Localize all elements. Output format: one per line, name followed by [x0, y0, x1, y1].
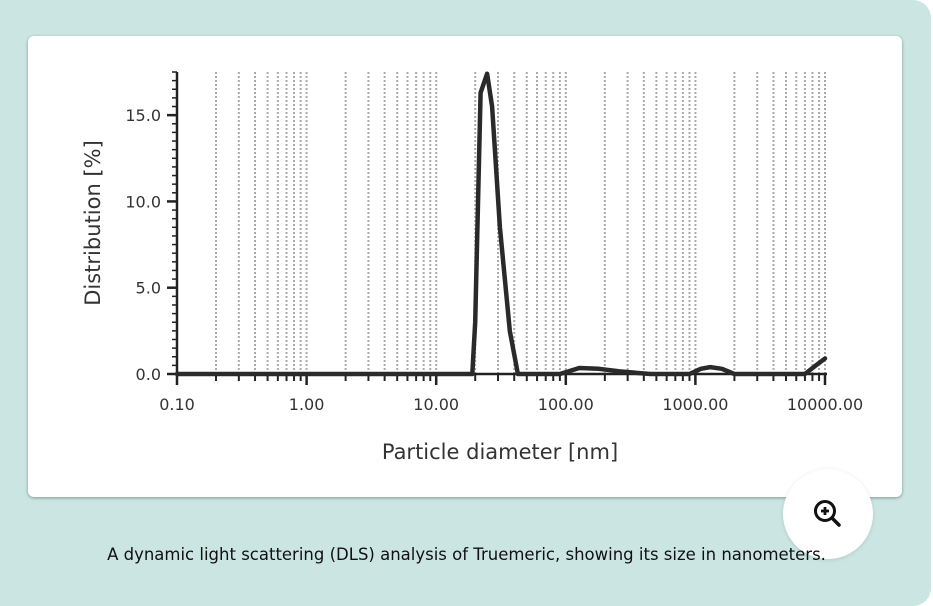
dls-chart: 0.10 1.00 10.00 100.00 1000.00 10000.00 0.0 5.0…: [81, 71, 863, 464]
zoom-in-icon: [814, 500, 841, 527]
x-axis-title: Particle diameter [nm]: [382, 440, 618, 464]
y-tick-label: 10.0: [125, 192, 161, 211]
zoom-button[interactable]: [783, 469, 873, 559]
y-tick-label: 0.0: [136, 365, 161, 384]
series-line: [174, 71, 828, 377]
x-tick-label: 100.00: [538, 395, 594, 414]
x-tick-label: 10000.00: [787, 395, 863, 414]
x-tick-label: 1.00: [289, 395, 325, 414]
y-tick-label: 15.0: [125, 106, 161, 125]
x-tick-label: 0.10: [159, 395, 195, 414]
chart-card: 0.10 1.00 10.00 100.00 1000.00 10000.00 0.0 5.0…: [28, 36, 902, 497]
x-tick-label: 10.00: [413, 395, 459, 414]
y-tick-label: 5.0: [136, 279, 161, 298]
figure-caption: A dynamic light scattering (DLS) analysi…: [107, 545, 826, 564]
x-tick-label: 1000.00: [662, 395, 728, 414]
y-axis-title: Distribution [%]: [81, 140, 105, 306]
